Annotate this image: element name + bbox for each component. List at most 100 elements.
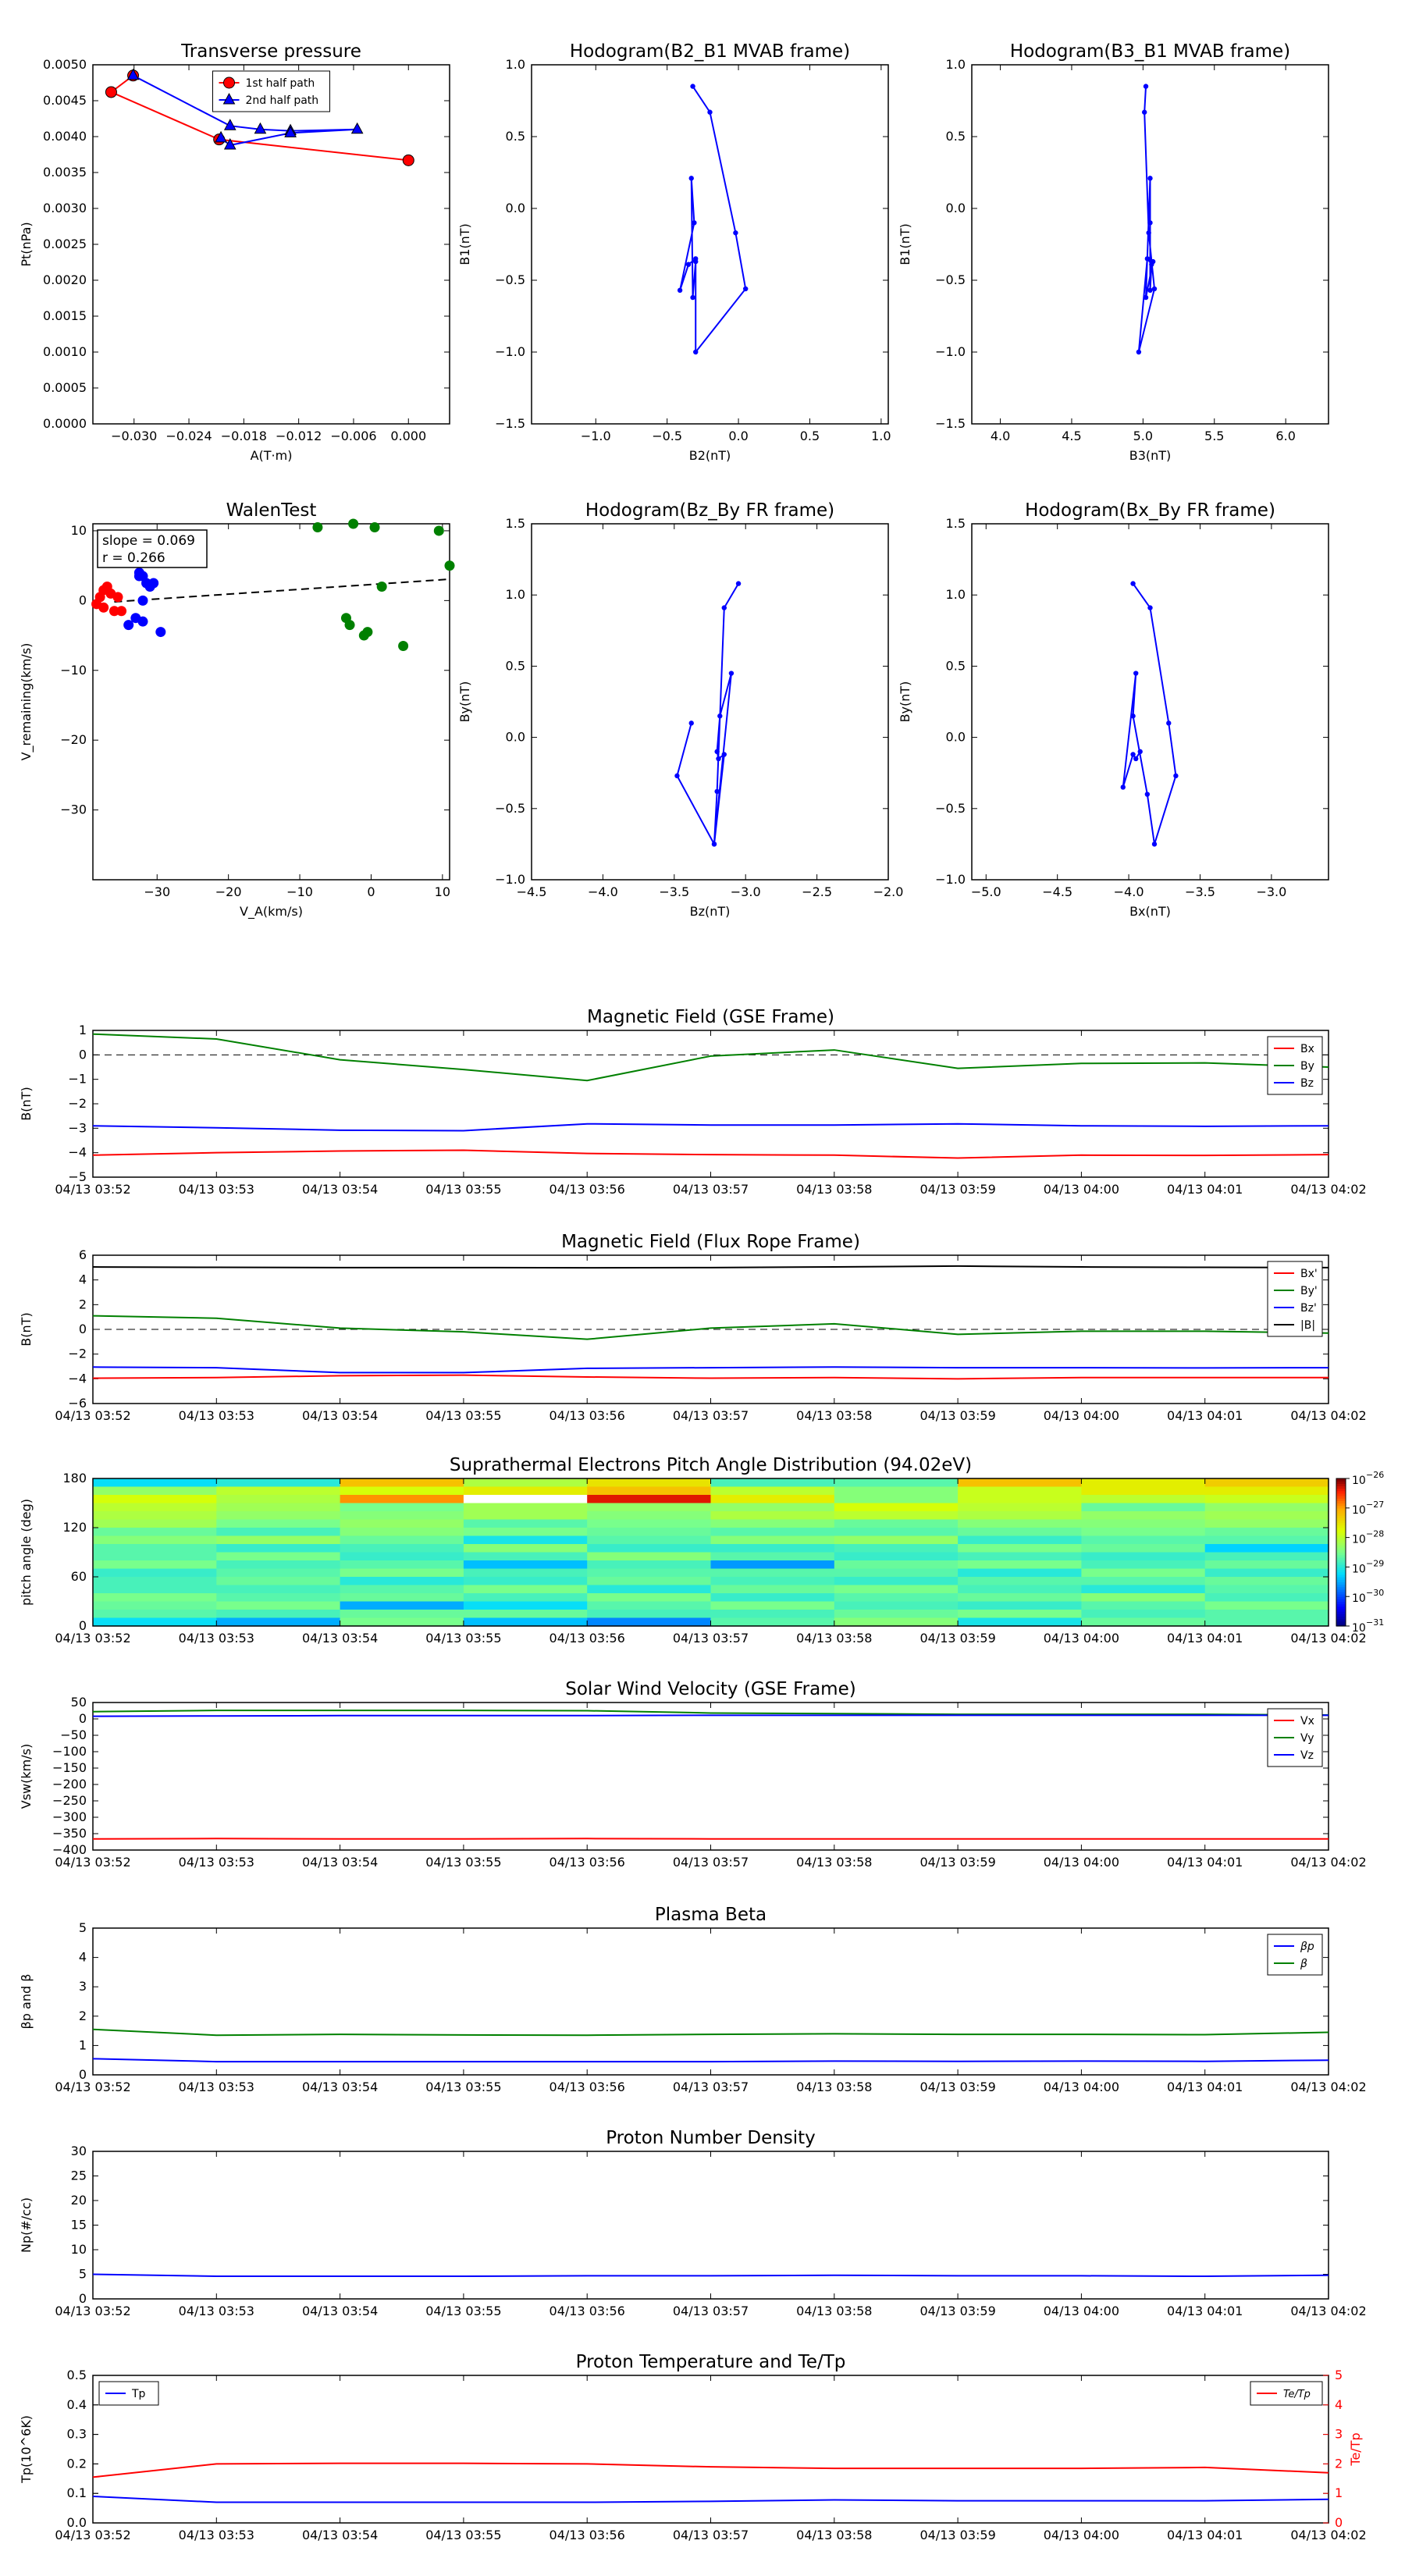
heatmap-cell xyxy=(587,1478,712,1488)
heatmap-cell xyxy=(1081,1495,1206,1504)
data-point xyxy=(1141,109,1147,115)
heatmap-cell xyxy=(587,1511,712,1521)
heatmap-cell xyxy=(834,1519,959,1528)
legend-label: By xyxy=(1300,1060,1314,1073)
x-tick-label: 0.0 xyxy=(728,429,748,443)
axes-frame xyxy=(971,64,1329,425)
y-tick-label: 0.0025 xyxy=(43,237,87,251)
legend: 1st half path 2nd half path xyxy=(212,70,330,112)
heatmap-cell xyxy=(463,1519,588,1528)
heatmap-cell xyxy=(1204,1486,1329,1496)
series-line-Bz' xyxy=(92,1366,1329,1374)
y-tick-label: 0.4 xyxy=(67,2397,87,2412)
heatmap-cell xyxy=(834,1593,959,1603)
x-tick-label: −4.0 xyxy=(1114,884,1144,899)
y-tick-label: 25 xyxy=(71,2169,87,2183)
time-tick-label: 04/13 04:01 xyxy=(1167,2304,1243,2318)
y-tick-label: 60 xyxy=(71,1569,87,1584)
y-tick-label: 0.0 xyxy=(946,730,966,745)
data-point xyxy=(1151,286,1158,292)
colorbar-segment xyxy=(1336,1564,1346,1567)
axes-frame xyxy=(531,523,889,881)
series-line-0 xyxy=(676,583,739,847)
legend-label: β xyxy=(1300,1958,1307,1970)
heatmap-cell xyxy=(93,1486,217,1496)
heatmap-cell xyxy=(216,1495,341,1504)
heatmap-cell xyxy=(958,1503,1082,1512)
heatmap-cell xyxy=(1081,1610,1206,1619)
fit-line xyxy=(114,578,450,603)
heatmap-cell xyxy=(463,1552,588,1561)
y-tick-label: −1.5 xyxy=(935,416,966,431)
heatmap-cell xyxy=(710,1528,835,1537)
time-tick-label: 04/13 03:58 xyxy=(796,1408,872,1423)
heatmap-cell xyxy=(834,1495,959,1504)
y-axis-label: B1(nT) xyxy=(898,223,912,265)
heatmap-cell xyxy=(463,1486,588,1496)
heatmap-cell xyxy=(93,1585,217,1594)
colorbar-segment xyxy=(1336,1623,1346,1627)
colorbar-segment xyxy=(1336,1567,1346,1571)
y-tick-label: 0.5 xyxy=(946,129,966,144)
scatter-point xyxy=(344,620,355,631)
data-point xyxy=(692,220,697,226)
heatmap-cell xyxy=(93,1617,217,1627)
colorbar-segment xyxy=(1336,1574,1346,1578)
time-tick-label: 04/13 04:02 xyxy=(1290,2528,1366,2542)
y-tick-label: −0.5 xyxy=(495,801,525,816)
time-tick-label: 04/13 03:52 xyxy=(55,2304,130,2318)
colorbar-tick-exponent: −28 xyxy=(1366,1529,1384,1539)
data-point xyxy=(1146,230,1151,236)
x-axis-label: B2(nT) xyxy=(689,448,731,463)
y-tick-label: 0.0045 xyxy=(43,93,87,108)
colorbar-segment xyxy=(1336,1608,1346,1612)
data-point xyxy=(1120,785,1126,790)
x-tick-label: −20 xyxy=(215,884,242,899)
data-point xyxy=(743,286,749,292)
heatmap-cell xyxy=(216,1585,341,1594)
y-tick-label: 0.0020 xyxy=(43,272,87,287)
y-tick-label: 0.0040 xyxy=(43,129,87,144)
time-tick-label: 04/13 03:54 xyxy=(302,2080,378,2094)
panel-vsw: Solar Wind Velocity (GSE Frame) Vsw(km/s)… xyxy=(19,1679,1367,1870)
y-tick-label: 30 xyxy=(71,2144,87,2158)
y-tick-label: 0.0 xyxy=(506,201,525,215)
legend-label: Vx xyxy=(1300,1715,1314,1727)
y-tick-label: 6 xyxy=(79,1247,87,1262)
heatmap-cell xyxy=(93,1503,217,1512)
data-point xyxy=(714,749,720,755)
time-tick-label: 04/13 03:53 xyxy=(179,2304,254,2318)
heatmap-cell xyxy=(1204,1610,1329,1619)
time-tick-label: 04/13 03:56 xyxy=(550,1408,625,1423)
heatmap-cell xyxy=(1204,1511,1329,1521)
time-tick-label: 04/13 03:55 xyxy=(425,2528,501,2542)
x-tick-label: −5.0 xyxy=(971,884,1001,899)
heatmap-cell xyxy=(587,1519,712,1528)
colorbar-segment xyxy=(1336,1532,1346,1536)
scatter-point xyxy=(398,640,409,651)
heatmap-cell xyxy=(340,1610,464,1619)
y-axis-label: Te/Tp xyxy=(1348,2432,1363,2466)
data-point xyxy=(721,752,727,757)
colorbar-segment xyxy=(1336,1517,1346,1521)
y-axis-label: B1(nT) xyxy=(457,223,472,265)
time-tick-label: 04/13 03:53 xyxy=(179,2080,254,2094)
y-tick-label: 5 xyxy=(79,2267,87,2282)
colorbar-tick-base: 10 xyxy=(1352,1563,1366,1575)
colorbar-segment xyxy=(1336,1596,1346,1599)
time-tick-label: 04/13 03:54 xyxy=(302,1408,378,1423)
heatmap-cell xyxy=(958,1528,1082,1537)
heatmap-cell xyxy=(1204,1519,1329,1528)
y-tick-label: 10 xyxy=(71,523,87,538)
heatmap-cell xyxy=(216,1528,341,1537)
heatmap-cell xyxy=(1081,1478,1206,1488)
time-tick-label: 04/13 04:02 xyxy=(1290,2304,1366,2318)
heatmap-cell xyxy=(587,1601,712,1610)
heatmap-cell xyxy=(710,1560,835,1570)
y-tick-label: 20 xyxy=(71,2193,87,2208)
y-tick-label: 3 xyxy=(1335,2427,1343,2442)
heatmap-cell xyxy=(1081,1552,1206,1561)
data-point xyxy=(1144,256,1151,262)
scatter-point xyxy=(362,627,373,638)
colorbar-segment xyxy=(1336,1579,1346,1582)
